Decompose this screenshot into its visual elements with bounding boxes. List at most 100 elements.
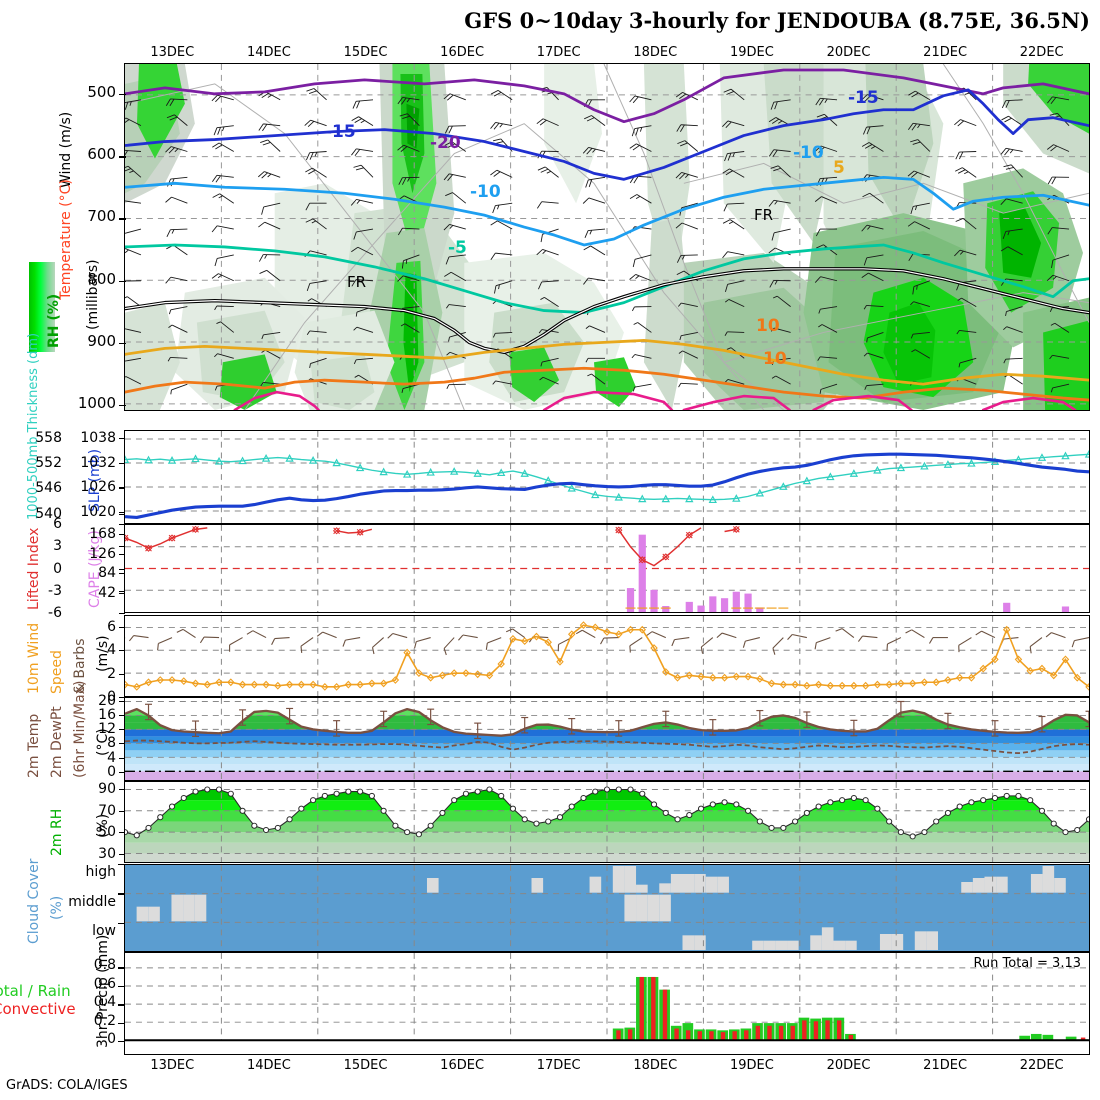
rh-tick: 30 — [98, 846, 116, 863]
tick — [119, 487, 125, 489]
tick — [118, 1022, 125, 1024]
slp-thickness-panel — [124, 430, 1090, 524]
temp-tick: 16 — [98, 706, 116, 723]
tick — [118, 864, 125, 866]
pressure-tick-600: 600 — [87, 145, 116, 164]
tick — [119, 156, 126, 158]
tick — [119, 626, 125, 628]
precip-tick-0.8: 0.8 — [93, 957, 116, 974]
footer-credit: GrADS: COLA/IGES — [6, 1078, 128, 1093]
rh2m-plot — [125, 782, 1089, 862]
date-tick-19DEC: 19DEC — [729, 45, 774, 60]
temp-tick: 12 — [98, 721, 116, 738]
tick — [119, 650, 125, 652]
precip-conv-label: Convective — [0, 1000, 76, 1018]
date-tick-22DEC: 22DEC — [1019, 1058, 1064, 1073]
li-cape-panel — [124, 524, 1090, 613]
li-tick: -3 — [48, 582, 62, 599]
tick — [119, 788, 125, 790]
temp-tick: 8 — [107, 735, 116, 752]
rh-tick: 70 — [98, 802, 116, 819]
slp-thickness-plot — [125, 431, 1089, 523]
wind-tick: 0 — [107, 689, 116, 705]
wind10m-label-b: Speed — [49, 650, 65, 694]
rh2m-label: 2m RH — [49, 808, 65, 856]
tick — [119, 280, 126, 282]
cloud-tick-low: low — [92, 922, 116, 939]
wind-tick: 4 — [107, 642, 116, 659]
tick — [119, 438, 125, 440]
tick — [119, 590, 125, 592]
pressure-tick-700: 700 — [87, 207, 116, 226]
contour-label-10: 10 — [763, 349, 787, 369]
tick — [119, 697, 125, 698]
tick — [119, 810, 125, 812]
tick — [118, 985, 125, 988]
cape-tick: 168 — [89, 525, 116, 542]
tick — [119, 573, 125, 575]
temp2m-plot — [125, 698, 1089, 780]
slp-tick: 1026 — [80, 479, 116, 496]
cloud-label: Cloud Cover — [26, 858, 42, 944]
rh-tick: 90 — [98, 780, 116, 797]
li-tick: 0 — [53, 560, 62, 577]
tick — [119, 757, 125, 759]
date-tick-15DEC: 15DEC — [343, 1058, 388, 1073]
cape-tick: 126 — [89, 545, 116, 562]
date-tick-21DEC: 21DEC — [923, 45, 968, 60]
tick — [119, 94, 126, 96]
date-tick-15DEC: 15DEC — [343, 45, 388, 60]
run-total-annotation: Run Total = 3.13 — [973, 956, 1081, 971]
date-tick-21DEC: 21DEC — [923, 1058, 968, 1073]
slp-tick: 1038 — [80, 430, 116, 447]
tick — [119, 511, 125, 513]
pressure-tick-500: 500 — [87, 83, 116, 102]
tick — [119, 772, 125, 774]
tick — [119, 593, 125, 595]
thk-tick: 558 — [35, 430, 62, 447]
pressure-tick-900: 900 — [87, 331, 116, 350]
tick — [119, 568, 125, 570]
contour-label-FR: FR — [754, 206, 774, 224]
tick — [118, 893, 125, 895]
contour-label-m15: -15 — [325, 122, 356, 142]
tick — [119, 714, 125, 716]
slp-tick: 1032 — [80, 454, 116, 471]
cloud-tick-high: high — [85, 864, 116, 881]
tick — [119, 524, 125, 525]
tick — [119, 488, 125, 490]
thk-tick: 552 — [35, 455, 62, 472]
precip-tick-0.6: 0.6 — [93, 975, 116, 992]
li-tick: 6 — [53, 516, 62, 532]
date-tick-14DEC: 14DEC — [246, 45, 291, 60]
tick — [119, 700, 125, 702]
tick — [119, 513, 125, 515]
li-cape-plot — [125, 525, 1089, 612]
precip-total-label: Total / Rain — [0, 982, 71, 1000]
wind10m-plot — [125, 616, 1089, 696]
contour-label-m10: -10 — [470, 182, 501, 202]
cloud-plot — [125, 865, 1089, 951]
precip-panel: Run Total = 3.13 — [124, 952, 1090, 1055]
tick — [118, 967, 125, 969]
temp-tick: 20 — [98, 692, 116, 709]
tick — [118, 1041, 125, 1043]
temp-tick: 0 — [107, 764, 116, 781]
cloud-tick-middle: middle — [68, 893, 116, 910]
pressure-tick-1000: 1000 — [77, 393, 116, 412]
tick — [119, 533, 125, 535]
tick — [119, 462, 125, 464]
contour-label-FR: FR — [347, 273, 367, 291]
wind-tick: 6 — [107, 618, 116, 635]
thk-tick: 546 — [35, 480, 62, 497]
rh-tick: 50 — [98, 824, 116, 841]
temp2m-panel — [124, 697, 1090, 781]
tick — [119, 743, 125, 745]
tick — [119, 729, 125, 731]
dewpt2m-label: 2m DewPt — [49, 706, 65, 778]
contour-label-m15: -15 — [848, 88, 879, 108]
temp2m-label-a: 2m Temp — [26, 713, 42, 778]
upper-air-plot — [125, 64, 1089, 410]
wind10m-panel — [124, 615, 1090, 697]
precip-tick-0: 0 — [107, 1031, 116, 1047]
